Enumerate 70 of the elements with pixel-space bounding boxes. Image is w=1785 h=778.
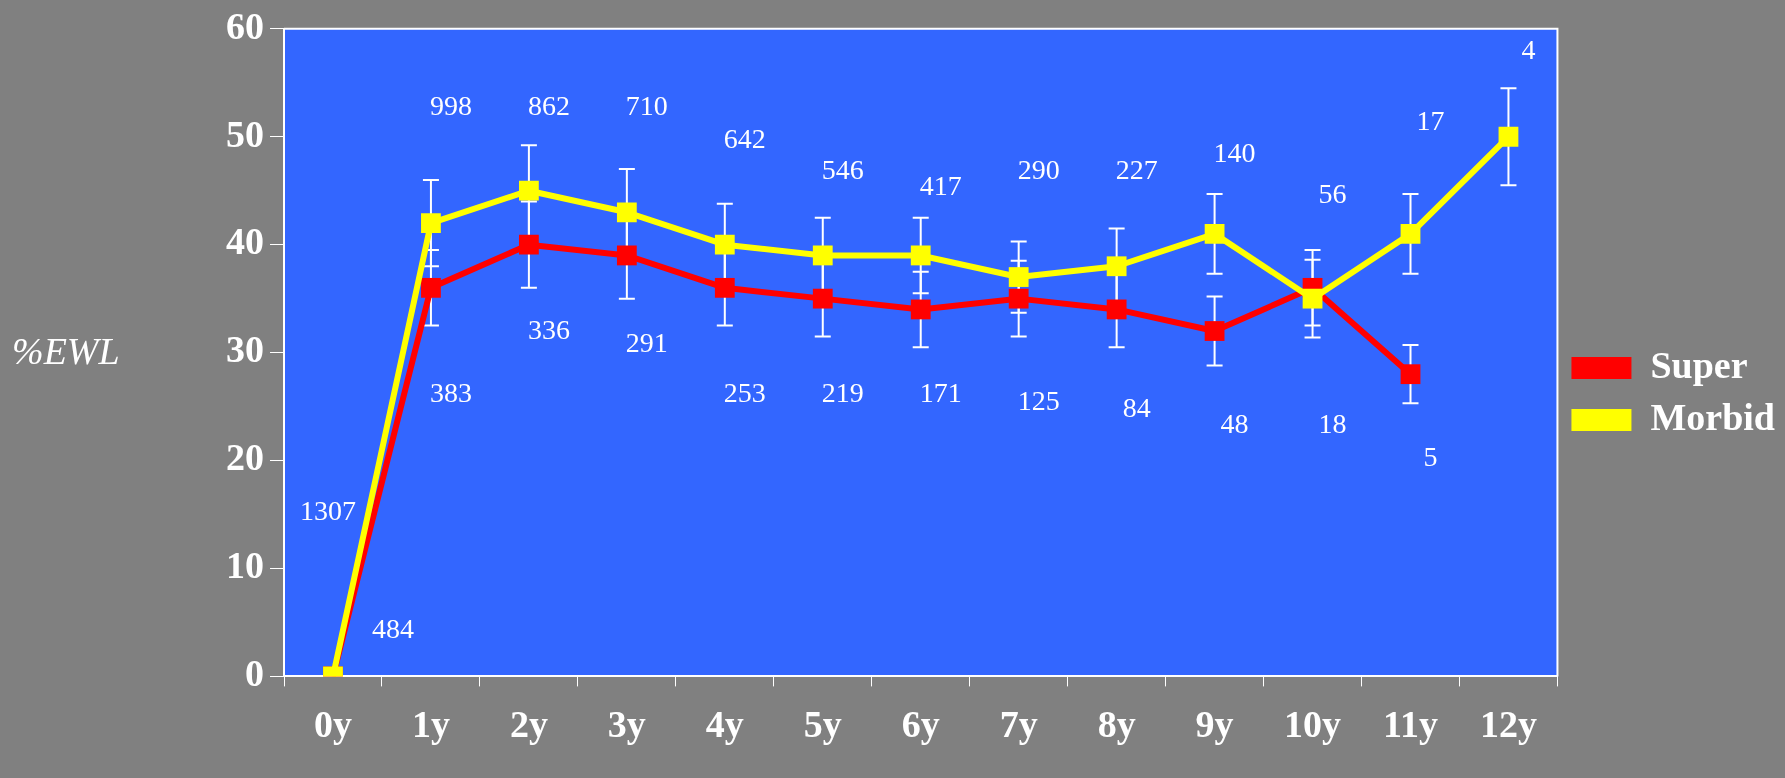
annotation: 219 xyxy=(821,377,864,409)
point xyxy=(421,277,441,298)
annotation: 125 xyxy=(1017,384,1060,416)
point xyxy=(1204,321,1225,341)
point xyxy=(518,180,539,201)
x-tick-label: 10y xyxy=(1284,703,1342,746)
annotation: 5 xyxy=(1423,440,1438,472)
x-tick-label: 11y xyxy=(1383,703,1438,746)
annotation: 290 xyxy=(1017,153,1060,185)
point xyxy=(812,288,833,309)
annotation: 291 xyxy=(625,327,668,359)
y-axis-title: %EWL xyxy=(12,329,120,372)
annotation: 546 xyxy=(821,153,864,185)
y-tick-label: 10 xyxy=(226,544,264,587)
point xyxy=(1008,288,1029,309)
point xyxy=(1302,288,1323,309)
x-tick-label: 8y xyxy=(1097,703,1136,746)
annotation: 417 xyxy=(919,169,962,201)
x-tick-label: 0y xyxy=(313,703,352,746)
legend-label: Super xyxy=(1650,343,1748,386)
point xyxy=(1106,256,1127,277)
x-tick-label: 9y xyxy=(1195,703,1234,746)
legend-label: Morbid xyxy=(1650,395,1775,438)
point xyxy=(616,245,637,266)
annotation: 227 xyxy=(1115,153,1158,185)
annotation: 84 xyxy=(1122,391,1151,423)
x-tick-label: 2y xyxy=(509,703,548,746)
annotation: 18 xyxy=(1318,408,1347,440)
x-tick-label: 6y xyxy=(901,703,940,746)
x-tick-label: 5y xyxy=(803,703,842,746)
x-tick-label: 1y xyxy=(411,703,450,746)
point xyxy=(910,245,931,266)
annotation: 383 xyxy=(429,377,472,409)
annotation: 17 xyxy=(1416,105,1445,137)
point xyxy=(421,213,441,233)
point xyxy=(1400,223,1421,244)
point xyxy=(1400,364,1421,385)
point xyxy=(910,299,931,320)
annotation: 171 xyxy=(919,377,962,409)
annotation: 56 xyxy=(1318,177,1347,209)
annotation: 4 xyxy=(1521,33,1536,65)
annotation: 642 xyxy=(723,122,766,154)
point xyxy=(714,234,735,255)
annotation: 998 xyxy=(429,90,472,122)
point xyxy=(518,234,539,255)
y-tick-label: 40 xyxy=(226,220,264,263)
point xyxy=(714,277,735,298)
point xyxy=(812,245,833,266)
annotation: 862 xyxy=(527,90,570,122)
x-tick-label: 7y xyxy=(999,703,1038,746)
annotation: 140 xyxy=(1213,137,1256,169)
annotation: 253 xyxy=(723,377,766,409)
point xyxy=(1106,299,1127,320)
annotation: 710 xyxy=(625,90,668,122)
annotation: 48 xyxy=(1220,408,1249,440)
x-tick-label: 12y xyxy=(1479,703,1537,746)
y-tick-label: 60 xyxy=(226,4,264,47)
point xyxy=(1204,223,1225,244)
y-tick-label: 30 xyxy=(226,328,264,371)
y-tick-label: 0 xyxy=(245,652,264,695)
y-tick-label: 20 xyxy=(226,436,264,479)
x-tick-label: 3y xyxy=(607,703,646,746)
x-tick-label: 4y xyxy=(705,703,744,746)
annotation: 336 xyxy=(527,313,570,345)
point xyxy=(616,202,637,223)
point xyxy=(1008,267,1029,287)
point xyxy=(1498,126,1519,147)
annotation: 1307 xyxy=(299,494,356,526)
y-tick-label: 50 xyxy=(226,112,264,155)
annotation: 484 xyxy=(371,613,414,645)
